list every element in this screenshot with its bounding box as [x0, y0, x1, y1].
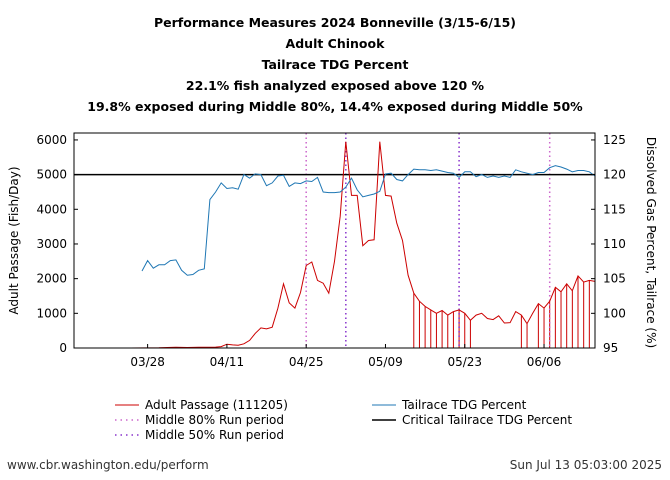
y-left-tick-label: 2000	[36, 272, 67, 286]
y-left-tick-label: 3000	[36, 237, 67, 251]
y-left-tick-label: 6000	[36, 133, 67, 147]
chart-title-exposure: 22.1% fish analyzed exposed above 120 %	[185, 78, 485, 93]
y-left-tick-label: 4000	[36, 202, 67, 216]
source-url[interactable]: www.cbr.washington.edu/perform	[7, 458, 209, 472]
legend-passage-label: Adult Passage (111205)	[145, 398, 288, 412]
y-right-tick-label: 95	[603, 341, 618, 355]
y-right-tick-label: 100	[603, 306, 626, 320]
generated-timestamp: Sun Jul 13 05:03:00 2025	[509, 458, 662, 472]
tailrace-tdg-line	[141, 165, 596, 276]
legend-tdg-label: Tailrace TDG Percent	[401, 398, 527, 412]
x-tick-label: 04/25	[289, 355, 324, 369]
y-right-tick-label: 115	[603, 202, 626, 216]
y-left-tick-label: 0	[59, 341, 67, 355]
legend-critical-label: Critical Tailrace TDG Percent	[402, 413, 572, 427]
x-tick-label: 05/09	[368, 355, 403, 369]
chart-title-measure: Tailrace TDG Percent	[261, 57, 409, 72]
x-tick-label: 04/11	[210, 355, 245, 369]
y-left-tick-label: 5000	[36, 168, 67, 182]
y-right-tick-label: 105	[603, 272, 626, 286]
y-right-tick-label: 125	[603, 133, 626, 147]
adult-passage-line	[74, 141, 596, 349]
chart-title-middle-exposure: 19.8% exposed during Middle 80%, 14.4% e…	[87, 99, 583, 114]
legend-middle80-label: Middle 80% Run period	[145, 413, 284, 427]
y-right-tick-label: 110	[603, 237, 626, 251]
y-right-axis-label: Dissolved Gas Percent, Tailrace (%)	[644, 137, 658, 348]
x-tick-label: 06/06	[527, 355, 562, 369]
chart-titles: Performance Measures 2024 Bonneville (3/…	[0, 12, 670, 117]
y-left-tick-label: 1000	[36, 306, 67, 320]
chart-title-species: Adult Chinook	[285, 36, 385, 51]
y-left-axis-label: Adult Passage (Fish/Day)	[7, 166, 21, 314]
x-tick-label: 05/23	[447, 355, 482, 369]
plot-frame	[73, 132, 596, 349]
x-tick-label: 03/28	[130, 355, 165, 369]
chart-title-main: Performance Measures 2024 Bonneville (3/…	[153, 15, 516, 30]
y-right-tick-label: 120	[603, 168, 626, 182]
legend-middle50-label: Middle 50% Run period	[145, 428, 284, 442]
